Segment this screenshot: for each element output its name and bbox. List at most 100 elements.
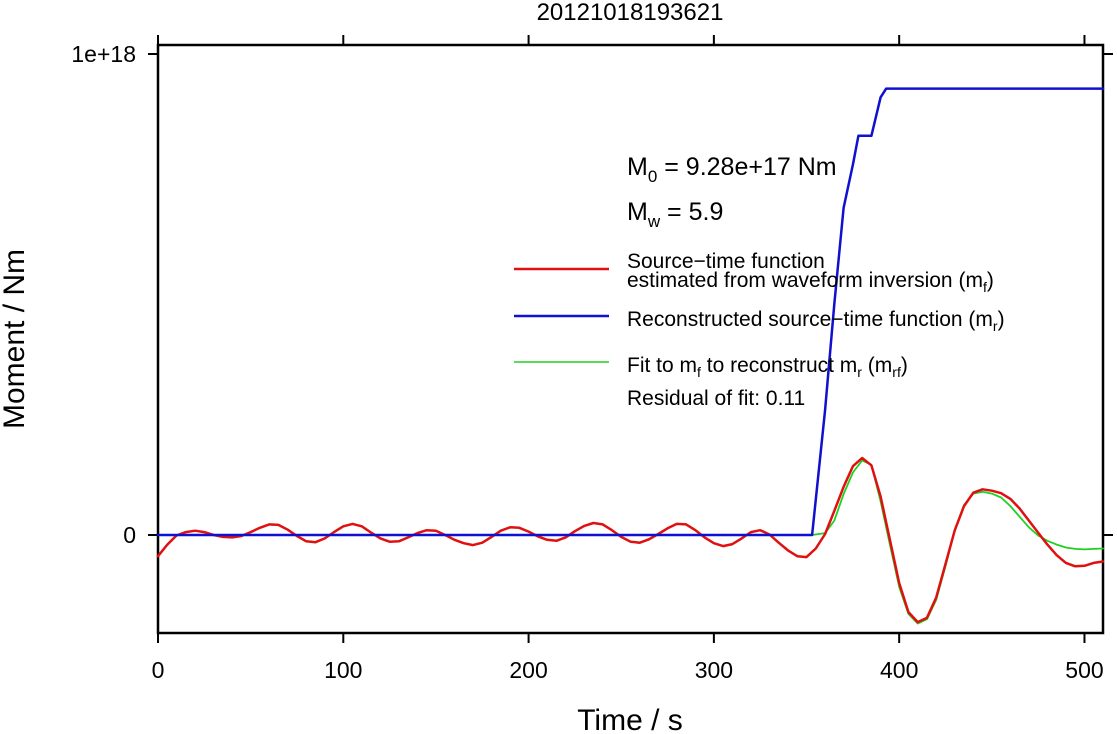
data-point-mf xyxy=(565,536,567,539)
data-point-mf xyxy=(277,524,279,526)
plot-frame xyxy=(156,43,1105,635)
data-point-mf xyxy=(815,547,817,550)
data-point-mr xyxy=(880,96,882,98)
data-point-mr xyxy=(157,534,159,536)
data-point-mf xyxy=(305,540,307,542)
data-point-mf xyxy=(259,527,261,529)
data-point-mf xyxy=(796,555,798,557)
data-point-mf xyxy=(1074,565,1076,567)
mw-annotation: Mw = 5.9 xyxy=(627,198,723,231)
residual-annotation: Residual of fit: 0.11 xyxy=(627,387,805,410)
data-point-mf xyxy=(935,596,937,599)
x-tick-label: 200 xyxy=(509,657,547,683)
data-point-mr xyxy=(857,135,860,137)
axis-ticks: 0 100 200 300 400 500 0 1e+18 xyxy=(71,35,1113,683)
data-point-mf xyxy=(759,529,761,531)
data-point-mrf xyxy=(982,491,984,493)
series-line-mf xyxy=(156,456,1105,624)
data-point-mf xyxy=(648,538,650,540)
data-point-mf xyxy=(917,621,919,623)
legend: Source−time function estimated from wave… xyxy=(514,250,1005,410)
data-point-mf xyxy=(741,537,743,540)
data-point-mf xyxy=(824,533,826,535)
data-point-mf xyxy=(676,523,678,525)
data-point-mf xyxy=(704,536,706,539)
data-point-mf xyxy=(250,531,252,533)
data-point-mf xyxy=(426,529,428,531)
data-point-mf xyxy=(787,549,789,552)
data-point-mf xyxy=(453,539,456,541)
data-point-mf xyxy=(379,537,381,540)
data-point-mf xyxy=(731,543,734,545)
data-point-mf xyxy=(1056,554,1058,556)
legend-label-mf-line1: Source−time function xyxy=(627,250,825,273)
x-tick-label: 0 xyxy=(152,657,165,683)
data-point-mf xyxy=(546,539,548,541)
data-point-mf xyxy=(898,582,900,584)
chart-title: 20121018193621 xyxy=(537,0,724,26)
data-point-mrf xyxy=(1009,505,1012,507)
data-point-mf xyxy=(157,555,159,557)
data-point-mf xyxy=(398,540,400,542)
data-point-mf xyxy=(713,542,715,544)
data-point-mrf xyxy=(991,493,993,495)
data-point-mf xyxy=(490,536,493,538)
data-point-mf xyxy=(1065,562,1067,564)
data-point-mf xyxy=(694,529,697,531)
data-point-mf xyxy=(1037,532,1039,534)
data-point-mf xyxy=(620,536,622,538)
series-lines xyxy=(156,87,1105,625)
data-point-mrf xyxy=(1056,544,1058,546)
data-point-mf xyxy=(954,529,956,531)
data-point-mf xyxy=(1093,562,1095,564)
data-point-mf xyxy=(963,505,965,507)
data-point-mrf xyxy=(1093,548,1095,550)
data-point-mf xyxy=(805,556,808,558)
legend-label-mr: Reconstructed source−time function (mr) xyxy=(627,308,1005,334)
data-point-mrf xyxy=(1037,534,1039,537)
data-point-mf xyxy=(1083,565,1086,567)
m0-annotation: M0 = 9.28e+17 Nm xyxy=(627,153,837,186)
data-point-mf xyxy=(1046,544,1048,546)
data-point-mf xyxy=(991,490,993,492)
data-point-mf xyxy=(509,526,511,528)
data-point-mf xyxy=(833,510,835,512)
data-point-mf xyxy=(1019,507,1021,510)
data-point-mr xyxy=(824,409,826,411)
data-point-mf xyxy=(324,537,326,540)
data-point-mf xyxy=(268,523,270,526)
data-point-mrf xyxy=(1083,548,1086,551)
data-point-mf xyxy=(880,495,882,498)
data-point-mf xyxy=(472,544,474,546)
data-point-mf xyxy=(926,617,928,619)
x-tick-label: 300 xyxy=(695,657,733,683)
data-point-mrf xyxy=(1074,548,1076,550)
series-line-mrf xyxy=(811,459,1104,625)
data-point-mf xyxy=(1102,560,1104,563)
data-point-mf xyxy=(685,523,687,526)
y-axis-label: Moment / Nm xyxy=(0,249,31,429)
data-point-mr xyxy=(811,534,813,536)
data-point-mf xyxy=(861,457,863,459)
data-point-mf xyxy=(944,563,947,565)
data-point-mf xyxy=(481,542,483,544)
data-point-mf xyxy=(407,536,409,539)
data-point-mrf xyxy=(1019,516,1021,518)
data-point-mf xyxy=(574,530,576,532)
data-point-mf xyxy=(852,465,854,467)
data-point-mf xyxy=(1009,498,1012,500)
data-point-mf xyxy=(982,488,984,490)
x-tick-label: 100 xyxy=(324,657,362,683)
data-point-mrf xyxy=(843,493,845,495)
legend-label-mrf: Fit to mf to reconstruct mr (mrf) xyxy=(627,354,908,380)
data-point-mf xyxy=(528,531,530,533)
data-point-mf xyxy=(583,525,585,527)
data-point-mf xyxy=(750,531,752,533)
data-point-mf xyxy=(1028,520,1030,522)
data-point-mf xyxy=(194,530,196,532)
data-point-mrf xyxy=(833,520,835,522)
data-point-mf xyxy=(342,525,344,527)
data-point-mrf xyxy=(1028,526,1030,528)
data-point-mrf xyxy=(1046,540,1048,542)
